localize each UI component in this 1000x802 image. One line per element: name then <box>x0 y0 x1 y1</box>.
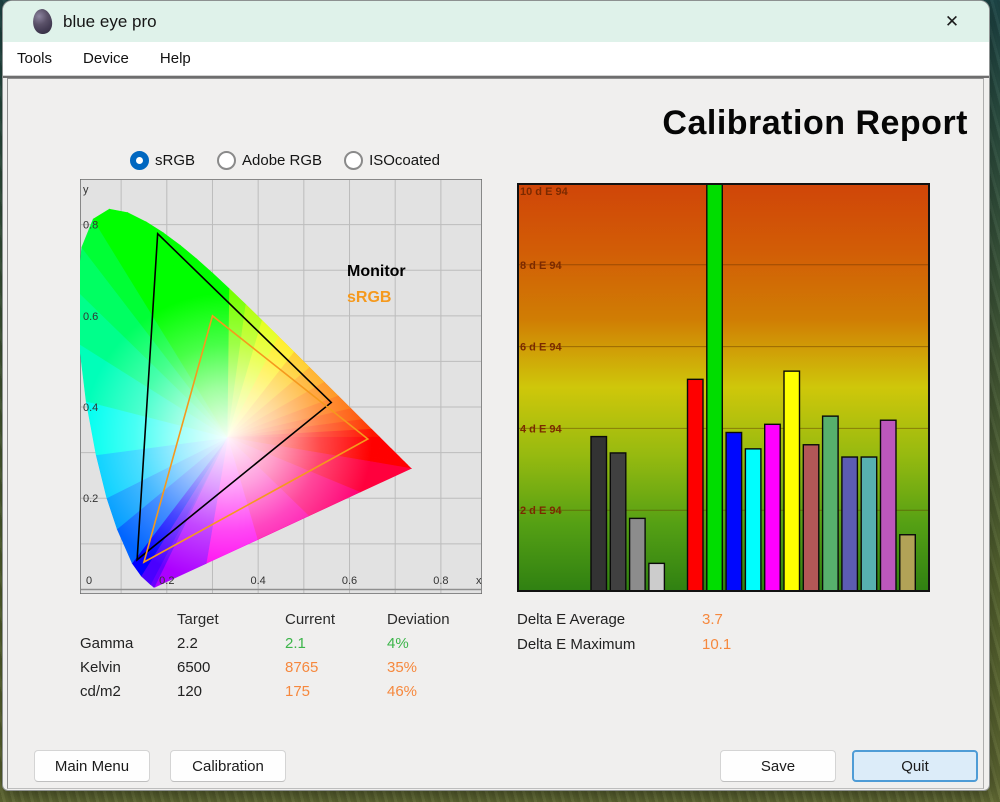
col-target: Target <box>177 610 219 628</box>
menubar: Tools Device Help <box>3 42 989 75</box>
delta-e-average-value: 3.7 <box>702 611 723 628</box>
page-title: Calibration Report <box>662 104 968 142</box>
report-panel: Calibration Report sRGB Adobe RGB ISOcoa… <box>7 78 984 789</box>
radio-adobe-rgb-label: Adobe RGB <box>242 152 323 169</box>
target-value: 120 <box>177 682 203 700</box>
delta-e-summary: Delta E Average 3.7 Delta E Maximum 10.1 <box>517 607 782 657</box>
cie-chromaticity-chart: Monitor sRGB 0 0.2 0.4 0.6 0.8 0.2 0.4 0.6 0.8 y x <box>76 178 483 595</box>
svg-text:0.6: 0.6 <box>342 575 357 587</box>
radio-srgb-label: sRGB <box>155 152 196 169</box>
table-header-row: Target Current Deviation <box>80 607 487 631</box>
menu-item-tools[interactable]: Tools <box>17 50 53 67</box>
delta-e-average-label: Delta E Average <box>517 611 626 628</box>
col-current: Current <box>285 610 336 628</box>
window-title: blue eye pro <box>63 11 157 31</box>
table-row: cd/m2 120 175 46% <box>80 679 487 703</box>
radio-circle-icon <box>217 151 237 170</box>
deviation-value: 35% <box>387 658 418 676</box>
svg-text:x: x <box>476 575 482 587</box>
svg-text:0.4: 0.4 <box>251 575 266 587</box>
svg-text:y: y <box>83 184 89 196</box>
svg-text:0.2: 0.2 <box>83 493 98 505</box>
radio-circle-icon <box>344 151 364 170</box>
row-label: cd/m2 <box>80 682 121 700</box>
close-icon[interactable]: ✕ <box>939 10 965 34</box>
radio-isocoated[interactable]: ISOcoated <box>344 151 440 170</box>
svg-text:4 d E 94: 4 d E 94 <box>520 423 562 435</box>
svg-text:8 d E 94: 8 d E 94 <box>520 260 562 272</box>
calibration-button[interactable]: Calibration <box>170 750 286 782</box>
delta-e-bar-chart: 2 d E 94 4 d E 94 6 d E 94 8 d E 94 10 d E 9… <box>517 182 930 593</box>
svg-text:2 d E 94: 2 d E 94 <box>520 505 562 517</box>
delta-e-maximum-row: Delta E Maximum 10.1 <box>517 632 782 657</box>
delta-e-average-row: Delta E Average 3.7 <box>517 607 782 632</box>
measurement-table: Target Current Deviation Gamma 2.2 2.1 4… <box>80 607 487 703</box>
main-menu-button[interactable]: Main Menu <box>34 750 150 782</box>
radio-srgb[interactable]: sRGB <box>130 151 195 170</box>
svg-text:10 d E 94: 10 d E 94 <box>520 186 569 198</box>
menu-item-device[interactable]: Device <box>83 50 129 67</box>
svg-text:sRGB: sRGB <box>347 289 391 306</box>
target-value: 6500 <box>177 658 211 676</box>
svg-text:0.2: 0.2 <box>159 575 174 587</box>
radio-adobe-rgb[interactable]: Adobe RGB <box>217 151 322 170</box>
svg-text:Monitor: Monitor <box>347 263 406 280</box>
menu-item-help[interactable]: Help <box>159 50 191 67</box>
table-row: Kelvin 6500 8765 35% <box>80 655 487 679</box>
current-value: 8765 <box>285 658 319 676</box>
row-label: Kelvin <box>80 658 121 676</box>
save-button[interactable]: Save <box>720 750 836 782</box>
svg-text:0.8: 0.8 <box>83 220 98 232</box>
quit-button[interactable]: Quit <box>852 750 978 782</box>
deviation-value: 46% <box>387 682 418 700</box>
svg-text:0: 0 <box>86 575 92 587</box>
profile-radio-group: sRGB Adobe RGB ISOcoated <box>130 151 440 170</box>
radio-isocoated-label: ISOcoated <box>369 152 440 169</box>
current-value: 175 <box>285 682 311 700</box>
app-window: blue eye pro ✕ Tools Device Help Calibra… <box>2 0 990 791</box>
deviation-value: 4% <box>387 634 409 652</box>
current-value: 2.1 <box>285 634 306 652</box>
titlebar: blue eye pro ✕ <box>3 1 989 42</box>
app-icon <box>31 8 54 35</box>
target-value: 2.2 <box>177 634 198 652</box>
col-deviation: Deviation <box>387 610 450 628</box>
svg-text:0.8: 0.8 <box>433 575 448 587</box>
delta-e-maximum-value: 10.1 <box>702 636 732 653</box>
menu-separator <box>3 75 989 78</box>
row-label: Gamma <box>80 634 134 652</box>
radio-circle-icon <box>130 151 149 170</box>
svg-text:6 d E 94: 6 d E 94 <box>520 342 562 354</box>
table-row: Gamma 2.2 2.1 4% <box>80 631 487 655</box>
svg-text:0.6: 0.6 <box>83 311 98 323</box>
delta-e-maximum-label: Delta E Maximum <box>517 636 636 653</box>
svg-text:0.4: 0.4 <box>83 402 98 414</box>
